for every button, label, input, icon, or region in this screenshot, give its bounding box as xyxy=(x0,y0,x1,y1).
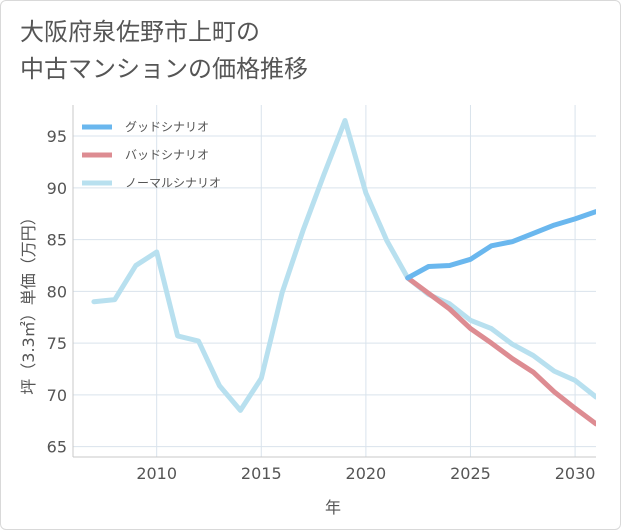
series-line-bad xyxy=(405,275,596,427)
x-axis-label: 年 xyxy=(325,498,341,517)
x-tick-label: 2020 xyxy=(346,464,387,483)
legend-label: ノーマルシナリオ xyxy=(125,176,221,190)
chart-title: 大阪府泉佐野市上町の 中古マンションの価格推移 xyxy=(20,18,308,83)
series-line-normal xyxy=(91,118,596,413)
y-tick-label: 90 xyxy=(47,179,67,198)
axes xyxy=(72,105,596,458)
x-tick-label: 2010 xyxy=(136,464,177,483)
y-axis-label: 坪（3.3㎡）単価（万円） xyxy=(19,209,38,394)
y-tick-label: 70 xyxy=(47,386,67,405)
y-tick-label: 65 xyxy=(47,438,67,457)
legend-label: グッドシナリオ xyxy=(125,120,209,134)
series-line-good xyxy=(405,209,596,281)
tick-labels: 65 70 75 80 85 90 95 2010 2015 2020 2025 2030 xyxy=(47,127,596,483)
y-tick-label: 75 xyxy=(47,334,67,353)
y-tick-label: 85 xyxy=(47,231,67,250)
x-tick-label: 2025 xyxy=(450,464,491,483)
grid-lines xyxy=(73,105,596,457)
series-lines xyxy=(91,118,596,427)
legend-label: バッドシナリオ xyxy=(125,148,209,162)
y-tick-label: 80 xyxy=(47,282,67,301)
x-tick-label: 2015 xyxy=(241,464,282,483)
y-tick-label: 95 xyxy=(47,127,67,146)
x-tick-label: 2030 xyxy=(555,464,596,483)
